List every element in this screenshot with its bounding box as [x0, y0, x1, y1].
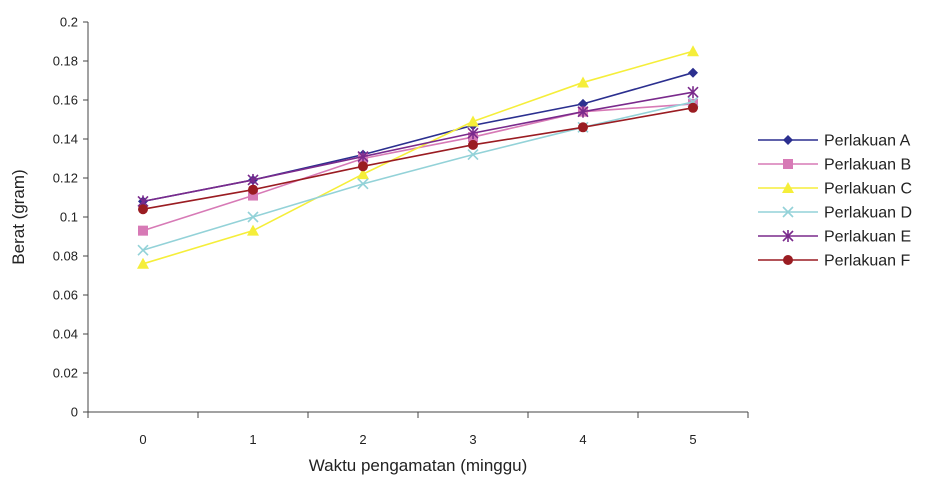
x-tick-label: 5 [689, 432, 696, 447]
data-point [468, 139, 478, 150]
y-tick-label: 0.04 [53, 327, 78, 342]
x-tick-label: 2 [359, 432, 366, 447]
data-point [687, 45, 699, 57]
series-perlakuan-f [138, 102, 698, 215]
data-point [577, 76, 589, 88]
data-point [688, 67, 698, 78]
data-point [137, 244, 149, 256]
series-line [142, 50, 694, 265]
marker-stroke [247, 211, 259, 223]
y-tick-label: 0.02 [53, 366, 78, 381]
y-tick-label: 0.14 [53, 132, 78, 147]
legend-marker [783, 135, 793, 145]
data-point [247, 224, 259, 236]
legend: Perlakuan A Perlakuan B Perlakuan C Perlaku… [758, 133, 912, 270]
y-tick-label: 0.18 [53, 54, 78, 69]
data-point [467, 115, 479, 127]
data-point [467, 149, 479, 161]
legend-item: Perlakuan C [758, 181, 912, 198]
legend-marker [783, 255, 793, 265]
x-axis-title: Waktu pengamatan (minggu) [309, 456, 528, 475]
data-point [357, 168, 369, 180]
y-axis-title: Berat (gram) [9, 169, 28, 264]
legend-item: Perlakuan F [758, 253, 910, 270]
legend-label: Perlakuan D [824, 205, 912, 222]
data-point [578, 98, 588, 109]
legend-marker [782, 182, 794, 193]
series-line [142, 71, 694, 203]
data-point [248, 190, 258, 201]
x-axis-ticks: 0 1 2 3 4 5 [87, 412, 749, 447]
x-tick-label: 4 [579, 432, 586, 447]
legend-label: Perlakuan C [824, 181, 912, 198]
data-point [137, 257, 149, 269]
data-point [247, 173, 259, 186]
series-perlakuan-c [137, 45, 699, 269]
data-point [138, 225, 148, 236]
data-point [358, 161, 368, 172]
x-tick-label: 1 [249, 432, 256, 447]
legend-item: Perlakuan A [758, 133, 911, 150]
legend-marker [782, 206, 794, 218]
marker-stroke [782, 206, 794, 218]
data-point [247, 211, 259, 223]
series-perlakuan-e [137, 86, 699, 208]
series-group [137, 45, 699, 269]
y-tick-label: 0.2 [60, 15, 78, 30]
series-perlakuan-d [137, 96, 699, 256]
data-point [577, 105, 589, 118]
y-tick-label: 0 [71, 405, 78, 420]
legend-item: Perlakuan E [758, 229, 911, 246]
series-line [142, 101, 694, 251]
y-tick-label: 0.16 [53, 93, 78, 108]
legend-label: Perlakuan A [824, 133, 911, 150]
marker-stroke [357, 178, 369, 190]
x-tick-label: 3 [469, 432, 476, 447]
legend-marker [783, 159, 793, 169]
legend-label: Perlakuan E [824, 229, 911, 246]
series-line [142, 91, 694, 203]
series-line [142, 107, 694, 210]
data-point [248, 184, 258, 195]
data-point [357, 150, 369, 163]
data-point [578, 122, 588, 133]
marker-stroke [467, 149, 479, 161]
data-point [687, 86, 699, 99]
y-tick-label: 0.12 [53, 171, 78, 186]
legend-label: Perlakuan F [824, 253, 910, 270]
plot-area: 00.020.040.060.080.10.120.140.160.180.2 … [53, 15, 749, 447]
y-tick-label: 0.1 [60, 210, 78, 225]
y-axis-ticks: 0 0.02 0.04 0.06 0.08 0.1 0.12 0.14 0.16 0.18 0.2 [53, 15, 88, 420]
data-point [357, 178, 369, 190]
legend-item: Perlakuan B [758, 157, 911, 174]
y-tick-label: 0.06 [53, 288, 78, 303]
data-point [467, 127, 479, 140]
y-tick-label: 0.08 [53, 249, 78, 264]
legend-marker [782, 230, 794, 242]
legend-label: Perlakuan B [824, 157, 911, 174]
marker-stroke [137, 244, 149, 256]
x-tick-label: 0 [139, 432, 146, 447]
legend-item: Perlakuan D [758, 205, 912, 222]
data-point [138, 204, 148, 215]
data-point [688, 102, 698, 113]
